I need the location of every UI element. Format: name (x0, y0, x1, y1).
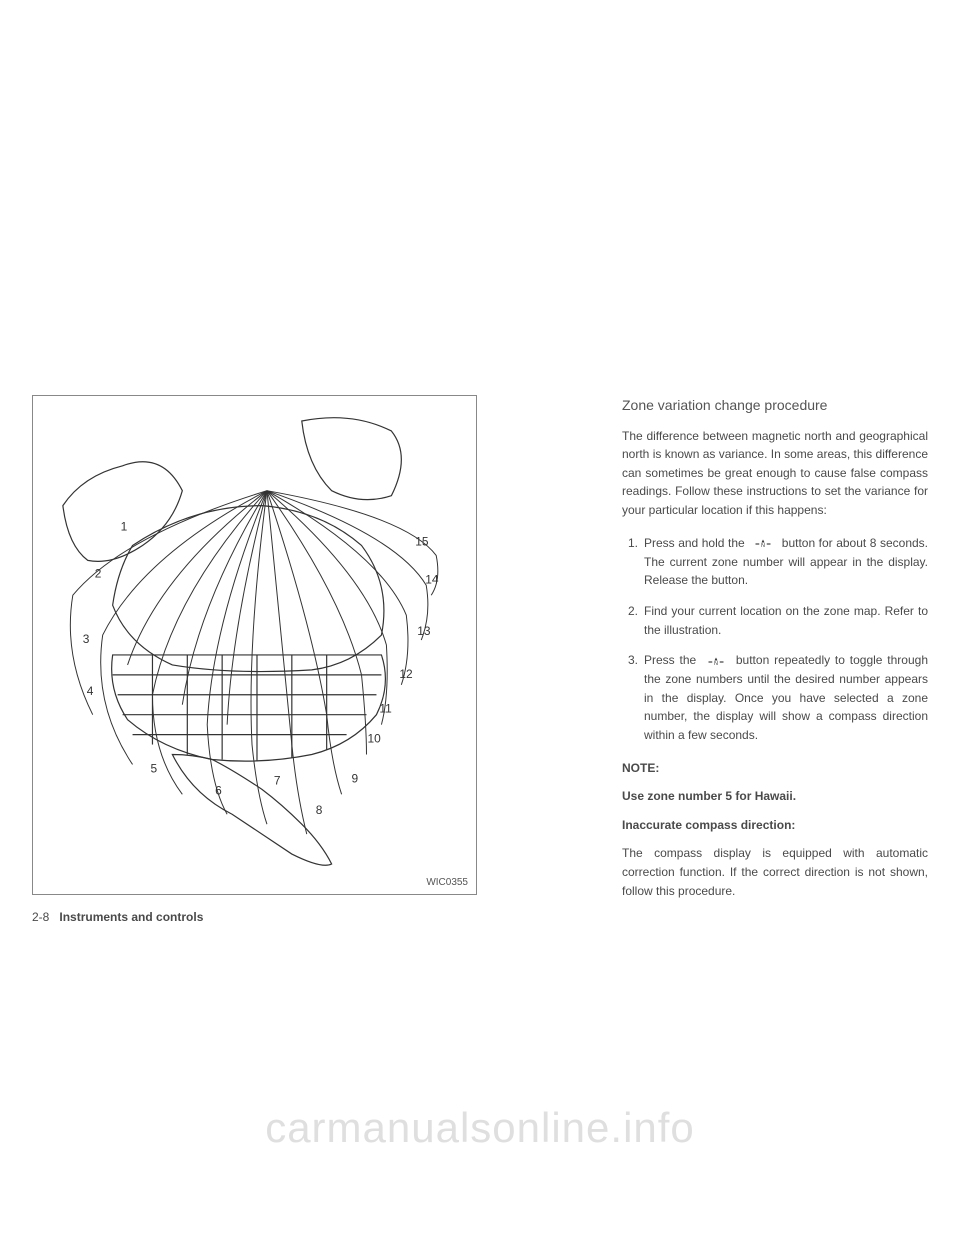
footer-section: Instruments and controls (59, 910, 203, 924)
step-3: 3. Press the N button repeatedly to togg… (622, 651, 928, 745)
zone-label: 9 (352, 771, 359, 785)
step-number: 2. (622, 602, 644, 639)
figure-id: WIC0355 (426, 877, 468, 888)
zone-label: 12 (399, 667, 413, 681)
left-column: 123456789101112131415 WIC0355 (32, 395, 477, 914)
compass-button-icon: N (748, 534, 778, 553)
zone-label: 3 (83, 632, 90, 646)
zone-label: 11 (379, 702, 392, 716)
note-label: NOTE: (622, 759, 928, 778)
compass-button-icon: N (701, 652, 731, 671)
right-column: Zone variation change procedure The diff… (477, 395, 928, 914)
zone-label: 6 (215, 783, 222, 797)
section-heading: Zone variation change procedure (622, 395, 928, 417)
zone-label: 14 (425, 572, 439, 586)
zone-label: 1 (121, 520, 128, 534)
svg-text:N: N (761, 543, 765, 549)
step-number: 3. (622, 651, 644, 745)
zone-label: 2 (95, 566, 102, 580)
step-body: Find your current location on the zone m… (644, 602, 928, 639)
zone-label: 15 (415, 534, 429, 548)
page-footer: 2-8 Instruments and controls (32, 910, 203, 924)
step-body: Press the N button repeatedly to toggle … (644, 651, 928, 745)
svg-text:N: N (714, 661, 718, 667)
step-number: 1. (622, 534, 644, 590)
zone-label: 7 (274, 773, 281, 787)
zone-label: 8 (316, 803, 323, 817)
closing-paragraph: The compass display is equipped with aut… (622, 844, 928, 900)
zone-map-svg: 123456789101112131415 (33, 396, 476, 894)
content-area: 123456789101112131415 WIC0355 Zone varia… (32, 395, 928, 914)
intro-paragraph: The difference between magnetic north an… (622, 427, 928, 520)
zone-map-figure: 123456789101112131415 WIC0355 (32, 395, 477, 895)
step-1: 1. Press and hold the N button for about… (622, 534, 928, 590)
step-text-before: Press the (644, 653, 696, 667)
subheading-2: Inaccurate compass direction: (622, 816, 928, 835)
page-number: 2-8 (32, 910, 49, 924)
step-text-before: Press and hold the (644, 536, 745, 550)
step-body: Press and hold the N button for about 8 … (644, 534, 928, 590)
watermark: carmanualsonline.info (0, 1104, 960, 1152)
zone-label: 5 (150, 761, 157, 775)
zone-label: 13 (417, 624, 431, 638)
zone-label: 10 (367, 732, 381, 746)
procedure-list: 1. Press and hold the N button for about… (622, 534, 928, 745)
zone-label: 4 (87, 684, 94, 698)
note-text: Use zone number 5 for Hawaii. (622, 787, 928, 806)
step-2: 2. Find your current location on the zon… (622, 602, 928, 639)
